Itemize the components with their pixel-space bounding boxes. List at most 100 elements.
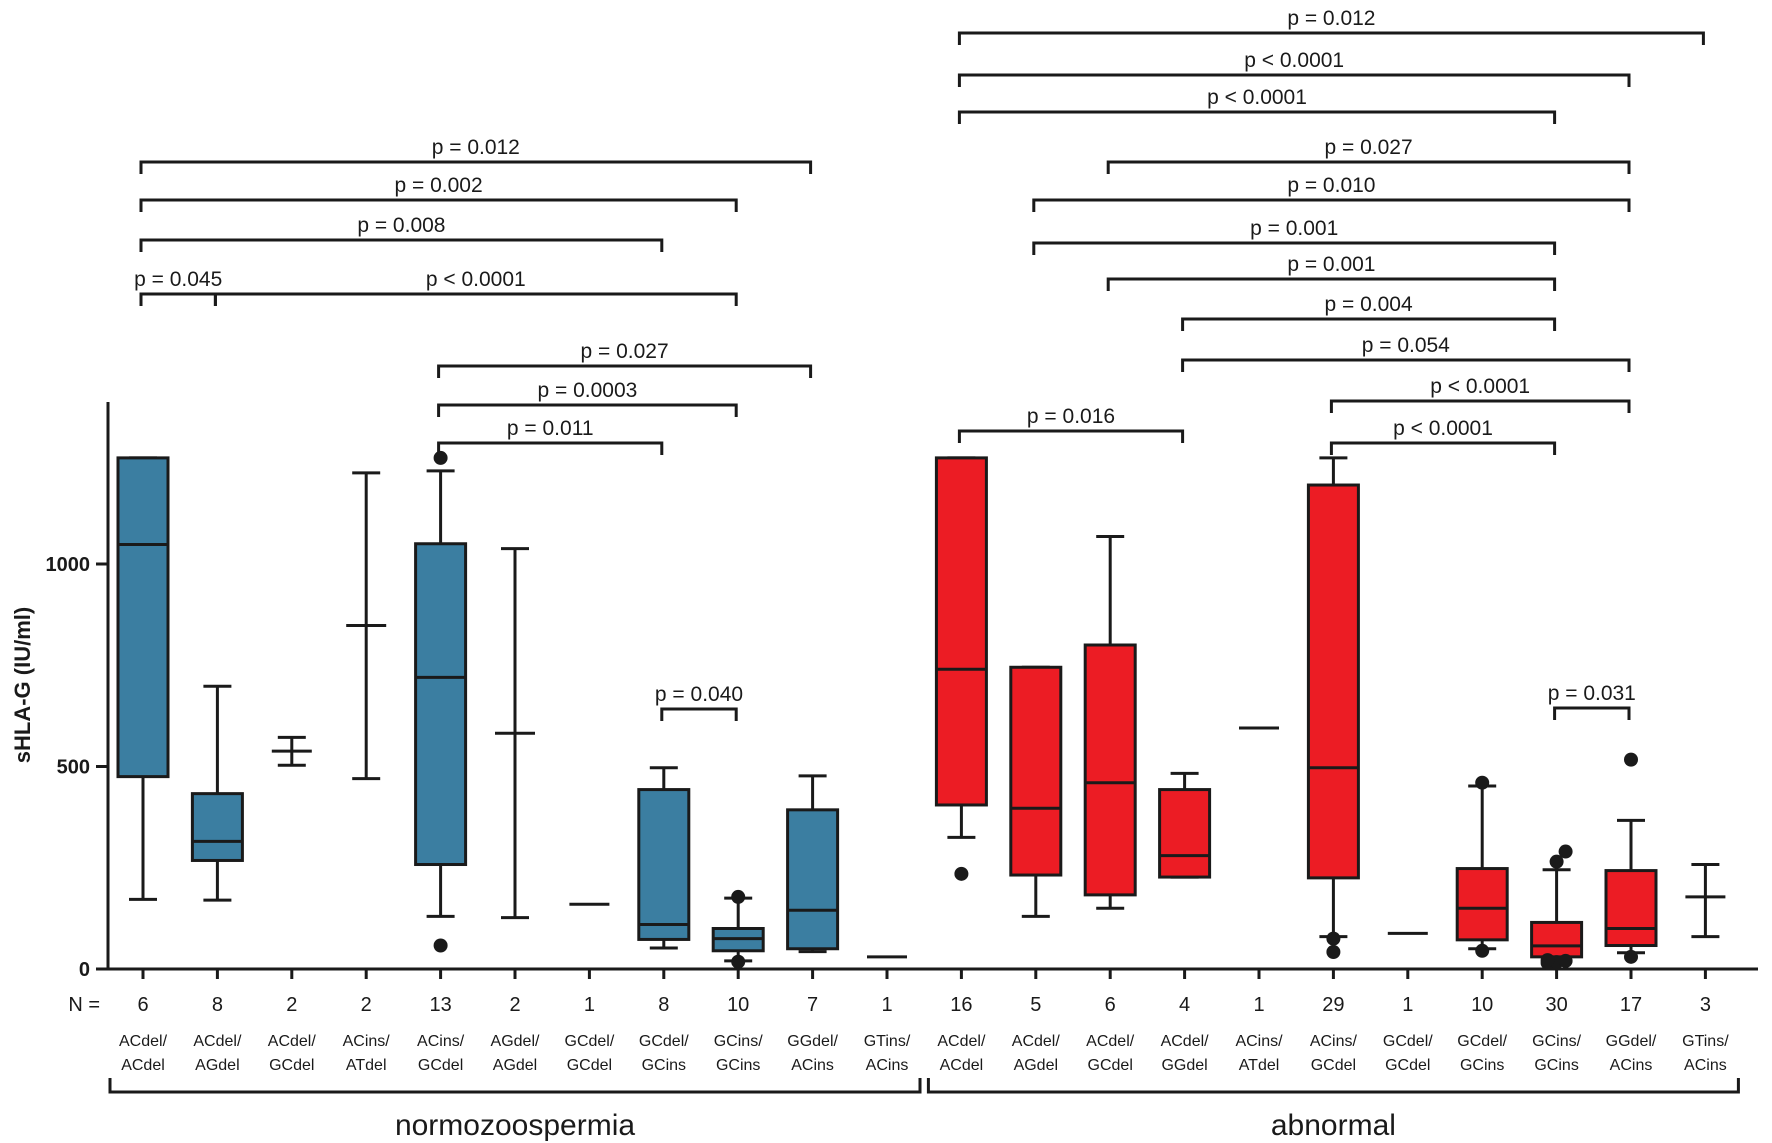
n-count-label: 3 [1700,994,1711,1016]
p-value-label: p = 0.0003 [537,379,637,402]
boxes-layer [116,450,1726,970]
p-value-label: p = 0.001 [1287,253,1375,276]
genotype-label-line1: GCins/ [714,1033,763,1050]
significance-bracket [1181,317,1557,331]
outlier-point [1326,944,1341,959]
p-value-label: p = 0.001 [1250,217,1338,240]
outlier-point [954,866,969,881]
n-count-label: 29 [1322,994,1344,1016]
n-count-label: 1 [1402,994,1413,1016]
genotype-label-line2: AGdel [195,1057,239,1074]
n-count-label: 2 [509,994,520,1016]
genotype-label-line1: GTins/ [1682,1033,1729,1050]
genotype-label-line1: GCdel/ [1383,1033,1433,1050]
box-iqr [1306,483,1360,880]
box-iqr [1455,867,1509,942]
significance-bracket [1106,160,1631,174]
p-value-label: p = 0.027 [581,340,669,363]
outlier-point [1624,949,1638,964]
outlier-point [731,954,746,969]
genotype-label-line2: ACdel [121,1057,165,1074]
genotype-label-line2: GCdel [567,1057,612,1074]
significance-bracket [213,292,738,306]
genotype-label-line1: ACins/ [1310,1033,1358,1050]
significance-bracket [1181,358,1631,372]
box-iqr [1158,788,1212,879]
box-iqr [637,788,691,941]
n-count-label: 8 [212,994,223,1016]
genotype-label-line1: GTins/ [864,1033,911,1050]
genotype-label-line2: ACins [791,1057,834,1074]
axes-layer [96,402,1758,979]
genotype-label-line2: GCdel [1385,1057,1430,1074]
genotype-label-line2: GCins [1534,1057,1578,1074]
genotype-label-line2: GCdel [1088,1057,1133,1074]
n-count-label: 5 [1030,994,1041,1016]
outlier-point [1475,943,1490,958]
p-value-label: p = 0.045 [134,268,222,291]
genotype-label-line2: ACins [1684,1057,1727,1074]
outlier-point [1558,953,1573,968]
significance-bracket [957,429,1185,443]
y-axis-title: sHLA-G (IU/ml) [10,607,35,763]
p-value-label: p < 0.0001 [1207,86,1307,109]
n-count-label: 8 [658,994,669,1016]
genotype-label-line1: GCdel/ [565,1033,615,1050]
n-count-label: 6 [1105,994,1116,1016]
significance-bracket [1329,399,1631,413]
genotype-label-line1: GCins/ [1532,1033,1581,1050]
significance-bracket [1032,198,1631,212]
outlier-point [433,450,448,465]
genotype-label-line2: ACins [866,1057,909,1074]
p-value-label: p = 0.027 [1325,136,1413,159]
genotype-label-line2: GGdel [1161,1057,1207,1074]
outlier-point [433,938,448,953]
y-tick-label: 1000 [46,554,91,576]
n-count-label: 1 [881,994,892,1016]
significance-bracket [957,73,1631,87]
box-iqr [414,542,468,867]
n-count-label: 1 [1253,994,1264,1016]
group-label: normozoospermia [395,1109,635,1142]
y-tick-label: 500 [57,757,90,779]
genotype-label-line1: ACdel/ [1086,1033,1135,1050]
significance-bracket [1032,241,1557,255]
group-label: abnormal [1271,1109,1396,1142]
genotype-label-line2: ACins [1610,1057,1653,1074]
genotype-label-line1: ACdel/ [193,1033,242,1050]
p-value-label: p = 0.012 [1287,7,1375,30]
box-iqr [1530,920,1584,959]
group-bracket [926,1078,1740,1094]
n-count-label: 17 [1620,994,1642,1016]
n-count-label: 4 [1179,994,1190,1016]
genotype-label-line2: AGdel [493,1057,537,1074]
genotype-label-line2: GCdel [269,1057,314,1074]
genotype-label-line1: AGdel/ [491,1033,540,1050]
significance-bracket [139,292,217,306]
outlier-point [1326,931,1341,946]
genotype-label-line1: ACdel/ [119,1033,168,1050]
box-iqr [786,808,840,951]
significance-bracket [139,238,664,252]
y-tick-label: 0 [79,959,90,981]
p-value-label: p = 0.002 [395,174,483,197]
genotype-label-line2: GCdel [1311,1057,1356,1074]
n-count-label: 1 [584,994,595,1016]
significance-bracket [1553,706,1631,720]
p-value-label: p = 0.012 [432,136,520,159]
n-count-label: 30 [1545,994,1567,1016]
genotype-label-line1: ACdel/ [268,1033,317,1050]
genotype-label-line1: GGdel/ [787,1033,838,1050]
genotype-label-line1: GCdel/ [639,1033,689,1050]
outlier-point [1558,844,1573,859]
genotype-label-line1: ACins/ [417,1033,465,1050]
outlier-point [1549,854,1564,869]
significance-bracket [1106,277,1557,291]
significance-bracket [139,160,813,174]
p-value-label: p = 0.004 [1325,293,1413,316]
p-value-label: p < 0.0001 [1393,417,1493,440]
genotype-label-line2: ATdel [346,1057,387,1074]
box-iqr [190,792,244,862]
genotype-label-line1: ACins/ [343,1033,391,1050]
